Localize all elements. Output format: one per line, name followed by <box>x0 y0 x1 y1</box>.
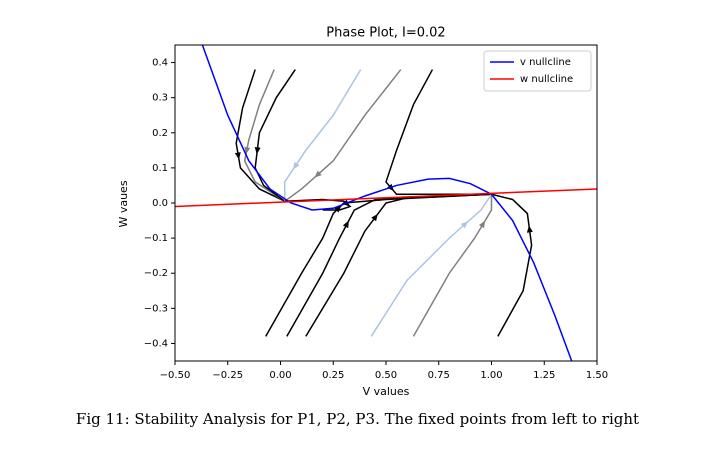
y-tick-label: 0.3 <box>152 93 168 104</box>
chart-title: Phase Plot, I=0.02 <box>326 26 445 41</box>
arrowhead <box>314 170 322 178</box>
nullcline <box>175 188 597 208</box>
arrowhead <box>478 220 486 229</box>
legend-box <box>483 50 592 92</box>
x-tick-label: −0.50 <box>160 370 191 381</box>
trajectory <box>412 194 493 337</box>
y-tick-label: −0.3 <box>144 303 168 314</box>
arrowhead <box>293 161 300 170</box>
nullcline <box>201 45 573 361</box>
trajectory <box>370 193 493 337</box>
arrowhead <box>244 146 251 155</box>
y-tick-label: 0.2 <box>152 128 168 139</box>
y-tick-label: 0.0 <box>152 198 168 209</box>
trajectory <box>491 193 533 337</box>
y-axis-label: W vaues <box>117 180 130 227</box>
y-tick-label: 0.4 <box>152 58 168 69</box>
plot-frame <box>174 44 598 362</box>
x-tick-label: 0.25 <box>322 370 344 381</box>
legend-label: w nullcline <box>520 74 573 85</box>
x-tick-label: 0.50 <box>375 370 397 381</box>
x-tick-label: 1.25 <box>533 370 555 381</box>
trajectory <box>254 69 296 202</box>
trajectory <box>305 193 492 337</box>
x-axis-label: V values <box>363 385 410 398</box>
trajectory <box>286 193 492 337</box>
arrowhead <box>334 205 342 213</box>
arrowhead <box>254 146 261 155</box>
arrowhead <box>371 213 378 222</box>
y-tick-label: −0.4 <box>144 338 168 349</box>
caption: Fig 11: Stability Analysis for P1, P2, P… <box>75 410 640 428</box>
trajectory <box>385 69 492 195</box>
y-tick-label: −0.1 <box>144 233 168 244</box>
trajectory <box>284 69 402 202</box>
trajectory <box>283 69 362 202</box>
chart: Phase Plot, I=0.02 V values W vaues −0.5… <box>117 26 608 399</box>
y-tick-label: −0.2 <box>144 268 168 279</box>
x-tick-label: 0.00 <box>269 370 291 381</box>
x-tick-label: 1.00 <box>480 370 502 381</box>
x-tick-label: −0.25 <box>212 370 243 381</box>
arrowhead <box>342 220 349 229</box>
arrowhead <box>460 221 469 229</box>
x-tick-label: 0.75 <box>428 370 450 381</box>
x-tick-label: 1.50 <box>586 370 608 381</box>
arrowhead <box>234 152 241 160</box>
legend-label: v nullcline <box>520 57 571 68</box>
y-tick-label: 0.1 <box>152 163 168 174</box>
arrowhead <box>526 225 533 233</box>
trajectory <box>235 69 286 202</box>
